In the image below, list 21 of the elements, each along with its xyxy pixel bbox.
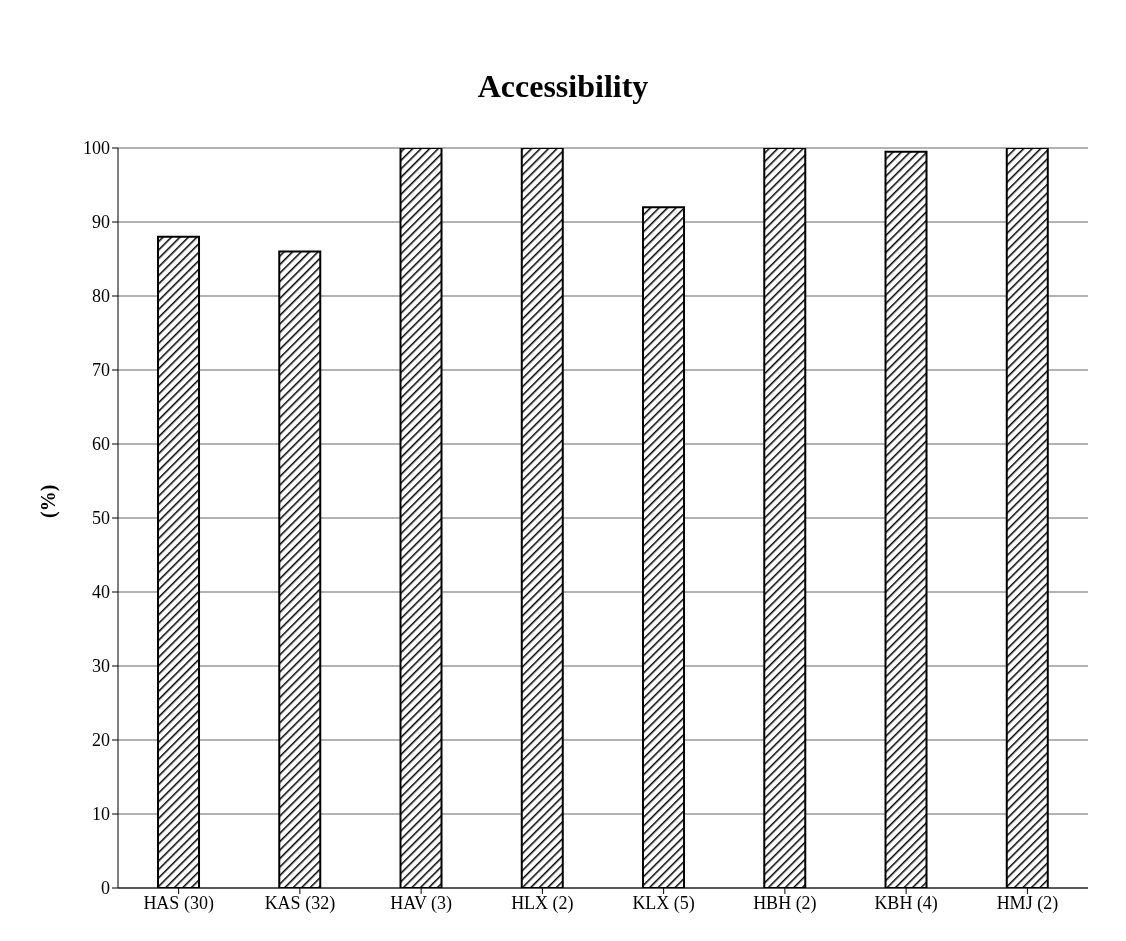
y-axis-title: (%) (37, 484, 61, 518)
chart-title: Accessibility (476, 67, 650, 106)
x-tick-label: HMJ (2) (996, 892, 1059, 914)
y-tick-label: 30 (92, 656, 110, 677)
y-tick-label: 10 (92, 804, 110, 825)
x-tick-label: KBH (4) (874, 892, 938, 914)
x-tick-label: HAS (30) (143, 892, 214, 914)
x-tick-label: HLX (2) (511, 892, 574, 914)
y-tick-label: 100 (83, 138, 110, 159)
x-tick-label: KAS (32) (264, 892, 336, 914)
y-tick-label: 90 (92, 212, 110, 233)
y-tick-label: 50 (92, 508, 110, 529)
y-tick-label: 70 (92, 360, 110, 381)
x-tick-label: HBH (2) (753, 892, 817, 914)
y-tick-label: 0 (101, 878, 110, 899)
y-tick-label: 60 (92, 434, 110, 455)
x-tick-label: KLX (5) (632, 892, 695, 914)
y-tick-label: 80 (92, 286, 110, 307)
y-tick-label: 20 (92, 730, 110, 751)
x-tick-label: HAV (3) (390, 892, 453, 914)
y-tick-label: 40 (92, 582, 110, 603)
